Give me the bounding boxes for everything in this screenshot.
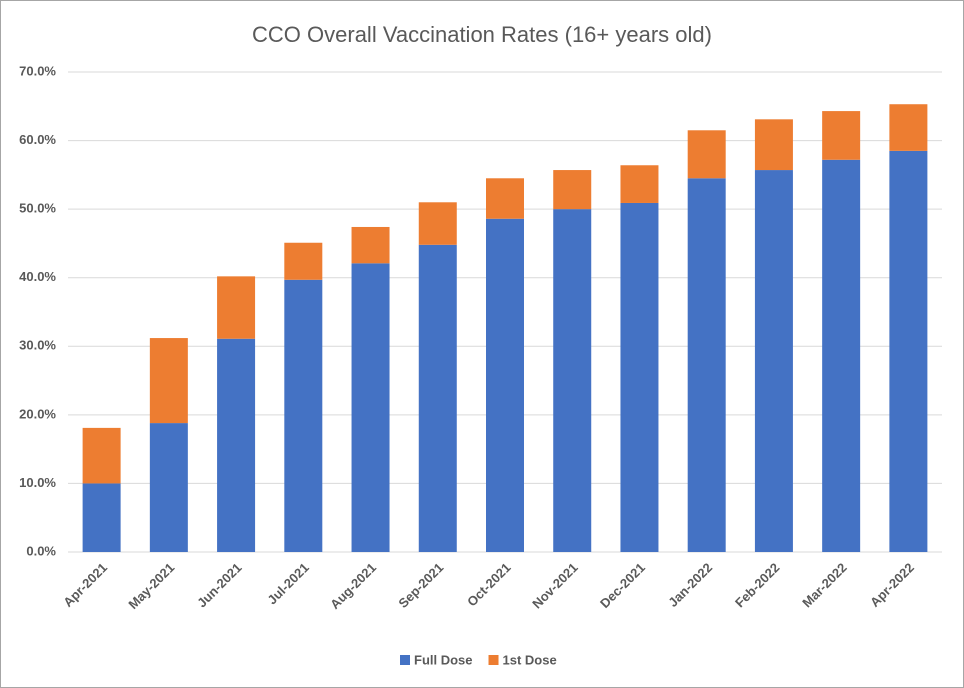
bar-segment (754, 119, 793, 171)
bar-segment (284, 279, 323, 552)
bar-segment (620, 165, 659, 203)
y-tick-label: 0.0% (26, 543, 56, 558)
y-tick-label: 20.0% (19, 406, 56, 421)
y-tick-label: 30.0% (19, 338, 56, 353)
bar-segment (82, 427, 121, 484)
bar-segment (553, 170, 592, 210)
chart-title: CCO Overall Vaccination Rates (16+ years… (252, 22, 712, 47)
bar-segment (217, 276, 256, 339)
bar-segment (486, 218, 524, 552)
legend-label: Full Dose (414, 652, 473, 667)
legend-swatch (400, 655, 410, 665)
bar-segment (889, 150, 928, 552)
bar-segment (284, 242, 323, 280)
bar-segment (620, 202, 659, 552)
y-tick-label: 60.0% (19, 132, 56, 147)
bar-segment (486, 178, 524, 219)
bar-segment (418, 244, 457, 553)
bar-segment (149, 423, 188, 552)
bar-segment (553, 209, 592, 552)
bar-segment (822, 159, 861, 552)
bar-segment (687, 130, 726, 179)
bar-segment (889, 104, 928, 151)
bar-segment (351, 226, 390, 264)
y-tick-label: 70.0% (19, 63, 56, 78)
bar-segment (418, 202, 457, 245)
y-tick-label: 10.0% (19, 475, 56, 490)
y-tick-label: 50.0% (19, 201, 56, 216)
bar-segment (149, 338, 188, 424)
y-tick-label: 40.0% (19, 269, 56, 284)
bar-segment (754, 170, 793, 553)
bar-segment (687, 178, 726, 553)
bar-segment (217, 338, 256, 552)
bar-segment (822, 111, 861, 160)
bar-segment (351, 263, 390, 552)
legend-swatch (488, 655, 499, 665)
bar-segment (82, 483, 121, 552)
legend-label: 1st Dose (503, 652, 557, 667)
